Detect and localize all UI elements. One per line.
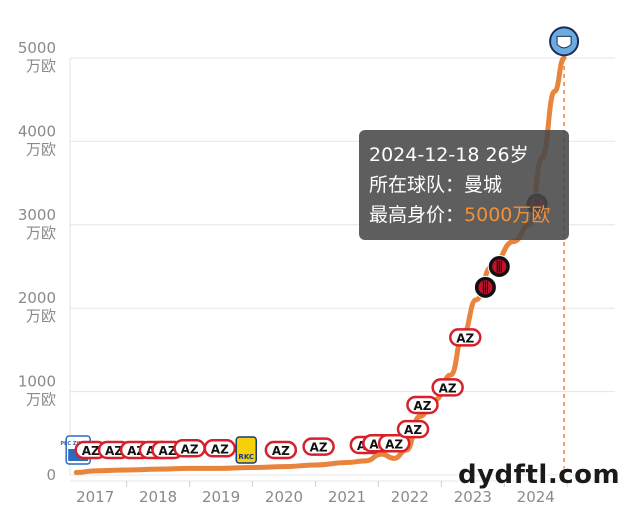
az-badge-text: AZ: [439, 381, 457, 395]
y-tick-label: 2000: [18, 289, 56, 307]
x-tick-label: 2020: [265, 488, 303, 506]
man-city-badge-icon: [549, 26, 580, 57]
az-badge-text: AZ: [404, 423, 422, 437]
rkc-badge-text: RKC: [238, 453, 254, 461]
y-tick-label: 0: [46, 466, 56, 484]
tooltip-value-label: 最高身价：: [369, 204, 465, 226]
az-badge-icon: AZ: [406, 395, 439, 415]
az-badge-text: AZ: [181, 442, 199, 456]
grid-lines: [69, 57, 615, 482]
value-tooltip: 2024-12-18 26岁 所在球队：曼城 最高身价：5000万欧: [359, 130, 569, 240]
az-badge-text: AZ: [385, 437, 403, 451]
ac-milan-badge-icon: [487, 255, 511, 278]
x-tick-label: 2021: [328, 488, 366, 506]
x-tick-label: 2019: [202, 488, 240, 506]
y-tick-unit: 万欧: [26, 140, 56, 158]
az-badge-frame: [302, 437, 335, 456]
az-badge-frame: [431, 378, 464, 397]
az-badge-frame: [396, 419, 430, 439]
city-badge-shield: [556, 35, 572, 49]
x-tick-label: 2023: [454, 488, 492, 506]
tooltip-team-row: 所在球队：曼城: [369, 170, 559, 200]
az-badge-text: AZ: [105, 444, 123, 458]
ac-milan-badge-icon: [473, 275, 497, 299]
x-tick-label: 2017: [76, 488, 114, 506]
tooltip-date-age: 2024-12-18 26岁: [369, 144, 529, 166]
x-axis: 2017 2018 2019 2020 2021 2022 2023 2024: [76, 481, 568, 506]
y-tick-unit: 万欧: [26, 307, 56, 325]
az-badge-frame: [377, 434, 411, 453]
series-line: [73, 55, 567, 475]
az-badge-icon: AZ: [264, 440, 298, 460]
x-tick-label: 2022: [391, 488, 429, 506]
x-tick-label: 2018: [139, 488, 177, 506]
x-tick-label: 2024: [517, 488, 555, 506]
y-tick-unit: 万欧: [26, 57, 56, 75]
az-badge-icon: AZ: [173, 439, 206, 458]
tooltip-team-value: 曼城: [464, 174, 503, 196]
az-badge-icon: AZ: [74, 440, 108, 460]
y-tick-unit: 万欧: [26, 224, 56, 242]
y-tick-label: 3000: [18, 206, 56, 224]
az-badge-text: AZ: [211, 442, 229, 456]
tooltip-team-label: 所在球队：: [369, 174, 465, 196]
series-line-group: [73, 55, 567, 481]
az-badge-icon: AZ: [396, 419, 430, 439]
az-badge-icon: AZ: [431, 378, 464, 397]
az-badge-text: AZ: [456, 331, 474, 345]
az-badge-icon: AZ: [377, 434, 411, 453]
az-badge-icon: AZ: [449, 328, 482, 347]
az-badge-text: AZ: [82, 444, 100, 458]
az-badge-icon: AZ: [302, 437, 335, 456]
az-badge-text: AZ: [272, 444, 290, 458]
y-tick-label: 5000: [18, 39, 56, 57]
az-badge-frame: [406, 395, 439, 415]
az-badge-frame: [449, 328, 482, 347]
az-badge-icon: AZ: [203, 439, 237, 458]
club-markers: PEC ZWOLLEAZAZAZAZAZAZAZRKCAZAZAZAZAZAZA…: [60, 26, 580, 465]
az-badge-text: AZ: [310, 441, 328, 455]
az-badge-frame: [203, 439, 237, 458]
watermark: dydftl.com: [458, 460, 621, 490]
y-tick-label: 1000: [18, 373, 56, 391]
y-tick-label: 4000: [18, 122, 56, 140]
rkc-badge-icon: RKC: [235, 436, 257, 464]
tooltip-value-value: 5000万欧: [464, 204, 551, 226]
y-tick-unit: 万欧: [26, 391, 56, 409]
az-badge-frame: [264, 440, 298, 460]
az-badge-text: AZ: [159, 444, 177, 458]
tooltip-value-row: 最高身价：5000万欧: [369, 200, 559, 230]
rkc-badge-shield: [235, 436, 257, 464]
az-badge-text: AZ: [413, 399, 431, 413]
